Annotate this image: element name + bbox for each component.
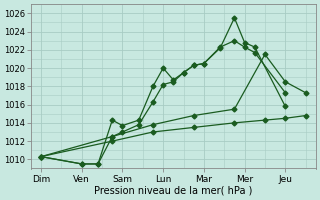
X-axis label: Pression niveau de la mer( hPa ): Pression niveau de la mer( hPa ): [94, 186, 252, 196]
